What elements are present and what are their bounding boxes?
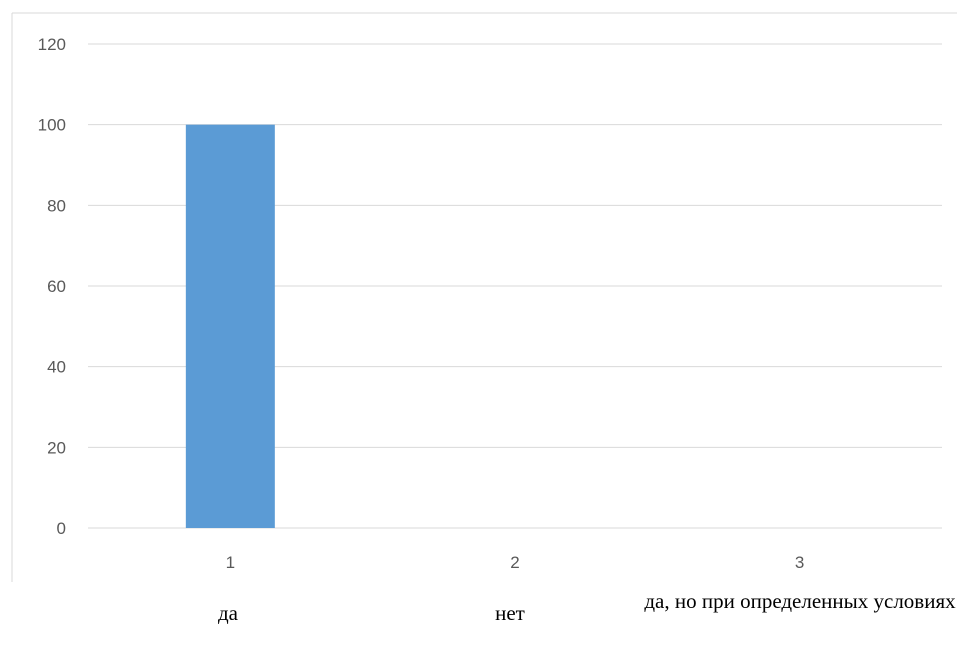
x-tick-label: 1: [226, 553, 235, 572]
category-description-label: да: [217, 601, 238, 625]
y-tick-label: 60: [47, 277, 66, 296]
y-tick-label: 100: [38, 116, 66, 135]
y-tick-label: 40: [47, 358, 66, 377]
y-axis-ticks: 0 20 40 60 80 100 120: [38, 35, 66, 538]
bar: [185, 124, 275, 529]
x-tick-label: 2: [510, 553, 519, 572]
y-tick-label: 0: [57, 519, 66, 538]
y-tick-label: 20: [47, 438, 66, 457]
x-axis-ticks: 1 2 3: [226, 553, 805, 572]
y-tick-label: 120: [38, 35, 66, 54]
category-description-label: да, но при определенных условиях: [644, 589, 956, 613]
category-description-label: нет: [495, 601, 525, 625]
x-tick-label: 3: [795, 553, 804, 572]
bars: [185, 124, 275, 529]
y-tick-label: 80: [47, 196, 66, 215]
